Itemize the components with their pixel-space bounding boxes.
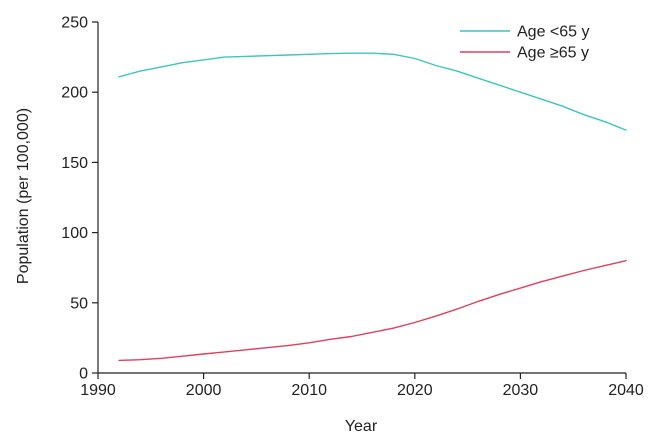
y-tick-label: 100 xyxy=(61,225,88,242)
legend-label-1: Age <65 y xyxy=(517,24,590,41)
chart-series-lines xyxy=(118,52,627,362)
series-line-1 xyxy=(118,52,627,131)
x-tick-label: 2010 xyxy=(291,382,327,399)
y-tick-label: 0 xyxy=(79,366,88,383)
x-tick-label: 2030 xyxy=(503,382,539,399)
y-axis-label: Population (per 100,000) xyxy=(15,108,32,284)
x-tick-label: 2020 xyxy=(397,382,433,399)
legend-label-2: Age ≥65 y xyxy=(517,45,589,62)
x-tick-label: 2000 xyxy=(186,382,222,399)
y-tick-label: 250 xyxy=(61,15,88,32)
y-tick-label: 200 xyxy=(61,85,88,102)
x-tick-label: 2040 xyxy=(608,382,644,399)
chart-legend: Age <65 y Age ≥65 y xyxy=(460,24,590,62)
x-axis-label: Year xyxy=(345,418,378,435)
y-tick-label: 50 xyxy=(70,295,88,312)
x-tick-label: 1990 xyxy=(80,382,116,399)
series-line-2 xyxy=(118,260,627,362)
chart-axes: 0 50 100 150 200 250 1990 2000 2010 2020 2030 2040 xyxy=(61,15,644,400)
y-tick-label: 150 xyxy=(61,155,88,172)
